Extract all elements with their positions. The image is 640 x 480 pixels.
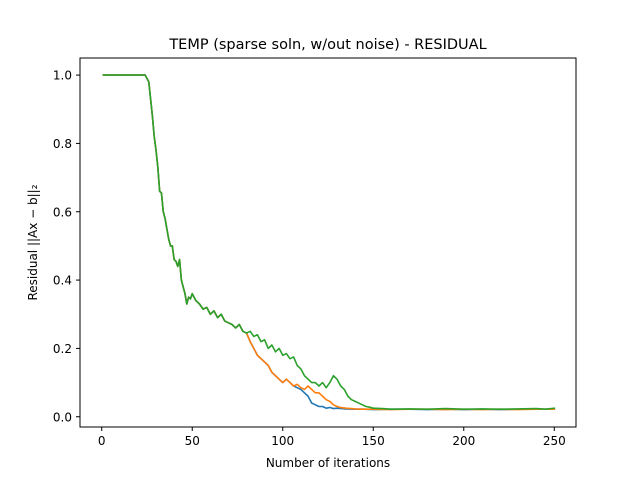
- x-tick-label: 250: [543, 434, 566, 448]
- y-tick-label: 0.0: [53, 410, 72, 424]
- x-tick-label: 150: [362, 434, 385, 448]
- y-tick-label: 1.0: [53, 69, 72, 83]
- x-tick-label: 100: [271, 434, 294, 448]
- x-tick-label: 50: [185, 434, 200, 448]
- x-tick-label: 200: [452, 434, 475, 448]
- chart-title: TEMP (sparse soln, w/out noise) - RESIDU…: [168, 37, 486, 53]
- x-tick-label: 0: [98, 434, 106, 448]
- y-tick-label: 0.2: [53, 342, 72, 356]
- series-line-2: [102, 74, 556, 411]
- plot-frame: [79, 57, 577, 428]
- y-axis-label: Residual ||Ax − b||₂: [26, 184, 40, 300]
- series-line-1: [102, 74, 556, 411]
- y-tick-label: 0.6: [53, 205, 72, 219]
- series-line-3: [102, 74, 556, 411]
- y-tick-label: 0.8: [53, 137, 72, 151]
- series-layer: [102, 74, 556, 411]
- y-axis-ticks: 0.0 0.2 0.4 0.6 0.8 1.0: [53, 69, 80, 424]
- x-axis-label: Number of iterations: [266, 456, 390, 470]
- x-axis-ticks: 0 50 100 150 200 250: [98, 427, 566, 448]
- y-tick-label: 0.4: [53, 274, 72, 288]
